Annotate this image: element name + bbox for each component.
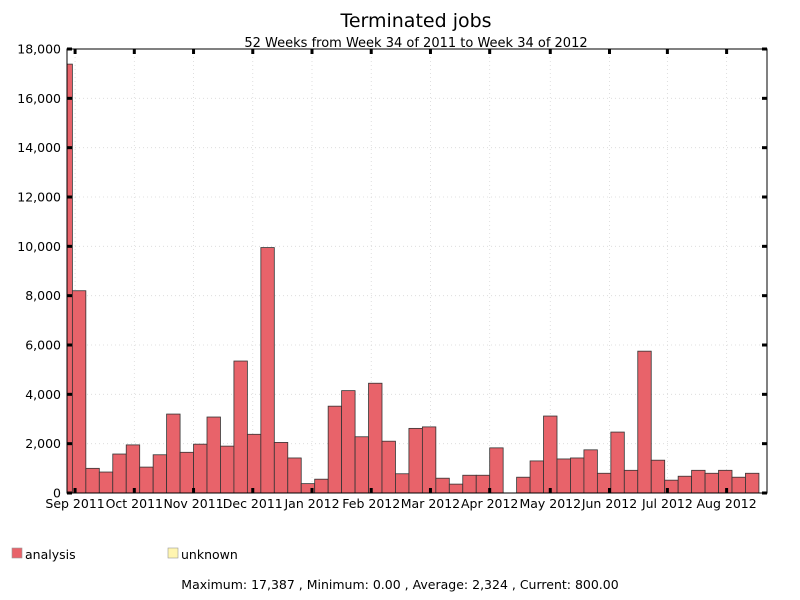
- x-tick-label: Aug 2012: [697, 496, 757, 511]
- y-tick-label: 6,000: [25, 338, 61, 353]
- bar: [489, 447, 504, 494]
- bar: [462, 474, 477, 494]
- x-tick-label: Feb 2012: [342, 496, 400, 511]
- legend-label: unknown: [181, 547, 238, 562]
- bar: [287, 457, 302, 494]
- x-tick-label: Oct 2011: [106, 496, 163, 511]
- grid: [67, 49, 767, 493]
- x-tick-label: Jul 2012: [641, 496, 693, 511]
- y-tick-label: 10,000: [17, 239, 61, 254]
- bar: [381, 440, 396, 494]
- chart-title: Terminated jobs: [339, 10, 491, 32]
- x-tick-label: May 2012: [519, 496, 581, 511]
- bar: [583, 449, 598, 494]
- bar: [166, 413, 181, 494]
- y-tick-label: 2,000: [25, 436, 61, 451]
- x-axis: Sep 2011 Oct 2011 Nov 2011 Dec 2011 Jan 2012…: [45, 49, 757, 511]
- bar: [516, 476, 531, 494]
- chart-subtitle: 52 Weeks from Week 34 of 2011 to Week 34…: [244, 36, 587, 51]
- x-tick-label: Nov 2011: [163, 496, 223, 511]
- bar: [98, 471, 114, 494]
- bar: [314, 478, 329, 494]
- bar: [179, 451, 194, 494]
- bar: [233, 360, 248, 494]
- bar: [475, 474, 491, 494]
- bar: [71, 290, 87, 494]
- legend: analysis unknown: [11, 547, 238, 562]
- y-tick-label: 8,000: [25, 288, 61, 303]
- bar: [327, 405, 343, 494]
- bar: [529, 460, 544, 494]
- bar: [435, 477, 450, 494]
- y-tick-label: 0: [53, 486, 61, 501]
- legend-item-analysis: analysis: [11, 547, 76, 562]
- bar: [556, 458, 571, 494]
- x-tick-label: Mar 2012: [401, 496, 460, 511]
- bar: [691, 469, 706, 494]
- bar: [66, 63, 73, 494]
- bar: [677, 475, 693, 494]
- bar: [139, 466, 154, 494]
- bar: [260, 247, 275, 494]
- bar: [421, 426, 437, 494]
- bar: [623, 469, 639, 494]
- y-axis: 0 2,000 4,000 6,000 8,000 10,000 12,000 14,000 1…: [17, 42, 767, 501]
- bar: [610, 431, 625, 494]
- bar: [570, 457, 585, 494]
- y-tick-label: 12,000: [17, 190, 61, 205]
- legend-swatch: [167, 547, 179, 559]
- y-tick-label: 14,000: [17, 140, 61, 155]
- bar: [637, 350, 652, 494]
- bar: [193, 443, 208, 494]
- bar: [543, 415, 558, 494]
- bar: [220, 445, 235, 494]
- bar: [448, 483, 464, 494]
- bar: [395, 473, 410, 494]
- bar: [152, 454, 168, 494]
- bar: [206, 416, 221, 494]
- bar: [368, 382, 383, 494]
- bar: [704, 472, 719, 494]
- summary-statistics: Maximum: 17,387 , Minimum: 0.00 , Averag…: [181, 577, 618, 592]
- x-tick-label: Dec 2011: [223, 496, 283, 511]
- bar: [85, 467, 100, 494]
- bar: [341, 390, 356, 494]
- legend-swatch: [11, 547, 23, 559]
- y-tick-label: 16,000: [17, 91, 61, 106]
- legend-item-unknown: unknown: [167, 547, 238, 562]
- bar: [731, 476, 746, 494]
- y-tick-label: 18,000: [17, 42, 61, 57]
- x-tick-label: Sep 2011: [45, 496, 104, 511]
- bar: [112, 453, 127, 494]
- bar: [246, 433, 262, 494]
- bars: [66, 63, 760, 494]
- y-tick-label: 4,000: [25, 387, 61, 402]
- bar: [408, 427, 423, 494]
- legend-label: analysis: [25, 547, 76, 562]
- bar: [125, 444, 141, 494]
- bar: [650, 459, 666, 494]
- bar: [273, 442, 289, 494]
- x-tick-label: Apr 2012: [461, 496, 518, 511]
- x-tick-label: Jun 2012: [581, 496, 637, 511]
- plot-frame: [66, 48, 768, 494]
- x-tick-label: Jan 2012: [283, 496, 339, 511]
- bar: [745, 472, 760, 494]
- bar: [354, 436, 369, 494]
